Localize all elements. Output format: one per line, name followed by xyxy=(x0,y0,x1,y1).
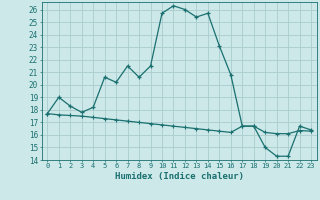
X-axis label: Humidex (Indice chaleur): Humidex (Indice chaleur) xyxy=(115,172,244,181)
